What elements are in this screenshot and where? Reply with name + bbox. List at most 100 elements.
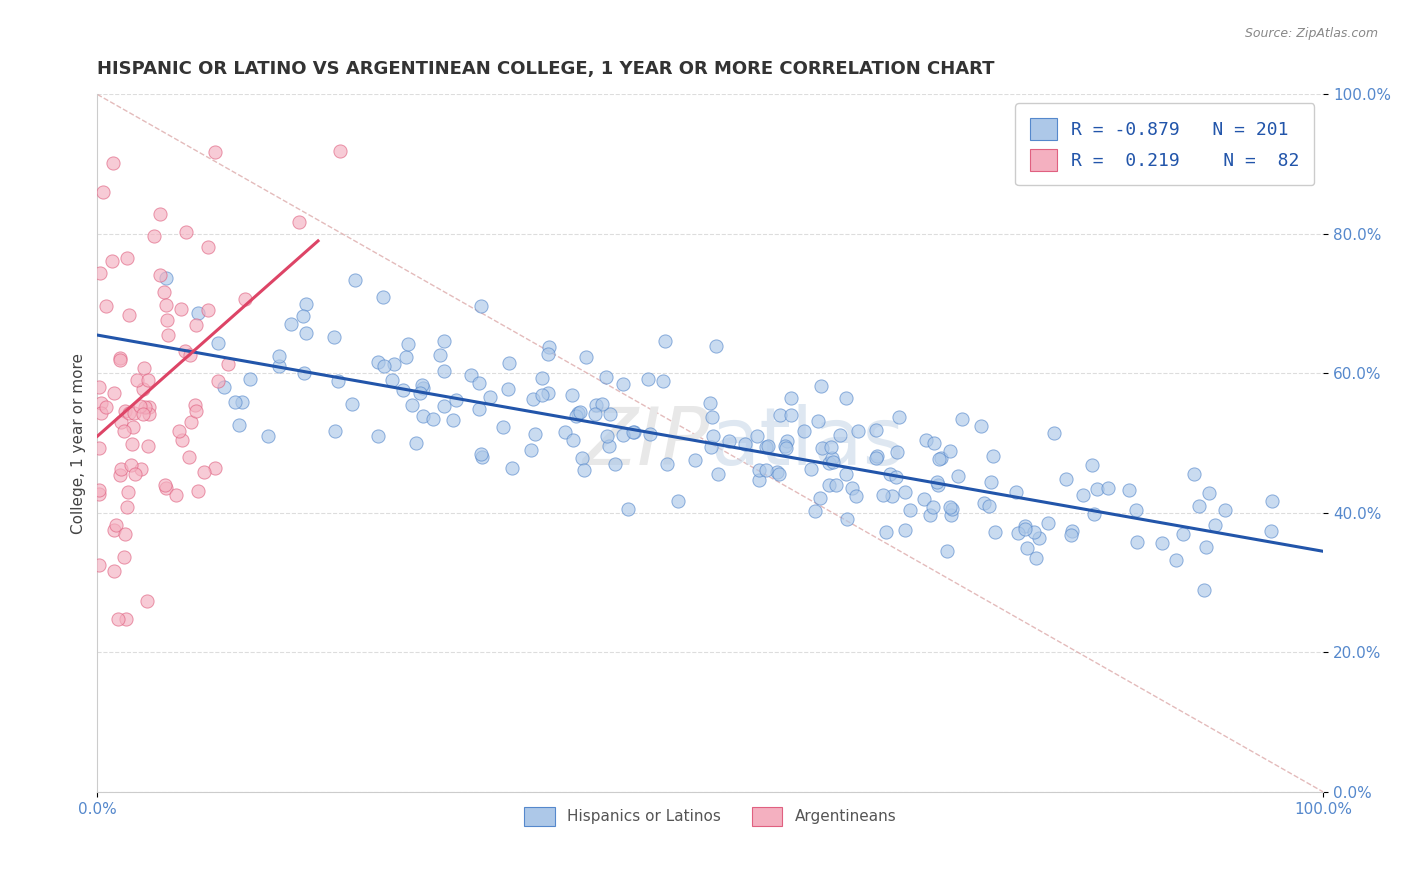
Point: [382, 357, 405, 371]
Point: [603, 457, 626, 471]
Point: [1126, 535, 1149, 549]
Point: [755, 463, 778, 477]
Point: [114, 612, 136, 626]
Point: [818, 478, 841, 492]
Point: [575, 351, 598, 365]
Point: [1164, 552, 1187, 566]
Point: [155, 271, 177, 285]
Point: [373, 359, 395, 373]
Point: [1007, 525, 1029, 540]
Point: [1195, 540, 1218, 554]
Point: [93, 185, 115, 199]
Point: [170, 433, 193, 447]
Point: [984, 524, 1007, 539]
Point: [845, 489, 868, 503]
Point: [371, 290, 394, 304]
Point: [187, 306, 209, 320]
Point: [1150, 535, 1173, 549]
Point: [973, 496, 995, 510]
Point: [810, 378, 832, 392]
Point: [793, 424, 815, 438]
Point: [969, 418, 991, 433]
Point: [103, 385, 125, 400]
Point: [1036, 516, 1059, 530]
Point: [1192, 582, 1215, 597]
Point: [207, 336, 229, 351]
Point: [561, 387, 583, 401]
Point: [808, 491, 831, 505]
Point: [1081, 458, 1104, 472]
Point: [108, 467, 131, 482]
Point: [941, 502, 963, 516]
Point: [174, 225, 197, 239]
Point: [754, 440, 776, 454]
Point: [800, 462, 823, 476]
Point: [103, 523, 125, 537]
Point: [239, 372, 262, 386]
Point: [396, 336, 419, 351]
Point: [132, 360, 155, 375]
Point: [884, 470, 907, 484]
Point: [775, 441, 797, 455]
Point: [912, 491, 935, 506]
Point: [585, 398, 607, 412]
Text: ZIP: ZIP: [583, 404, 710, 483]
Point: [595, 369, 617, 384]
Point: [132, 407, 155, 421]
Point: [470, 299, 492, 313]
Point: [835, 391, 858, 405]
Point: [183, 399, 205, 413]
Point: [699, 396, 721, 410]
Point: [536, 386, 558, 401]
Point: [138, 400, 160, 414]
Point: [395, 351, 418, 365]
Point: [768, 408, 790, 422]
Point: [1054, 472, 1077, 486]
Point: [1025, 550, 1047, 565]
Point: [429, 348, 451, 362]
Point: [591, 397, 613, 411]
Point: [623, 425, 645, 439]
Point: [598, 439, 620, 453]
Point: [149, 268, 172, 282]
Point: [865, 423, 887, 437]
Point: [170, 301, 193, 316]
Point: [115, 500, 138, 514]
Point: [87, 558, 110, 573]
Point: [112, 424, 135, 438]
Point: [880, 489, 903, 503]
Point: [1024, 525, 1046, 540]
Point: [280, 317, 302, 331]
Point: [391, 384, 413, 398]
Point: [155, 481, 177, 495]
Y-axis label: College, 1 year or more: College, 1 year or more: [72, 352, 86, 533]
Point: [915, 433, 938, 447]
Point: [134, 400, 156, 414]
Point: [522, 392, 544, 406]
Point: [381, 372, 404, 386]
Point: [89, 266, 111, 280]
Point: [734, 436, 756, 450]
Point: [1060, 528, 1083, 542]
Point: [918, 508, 941, 522]
Point: [980, 475, 1002, 490]
Point: [180, 416, 202, 430]
Point: [1014, 522, 1036, 536]
Point: [155, 298, 177, 312]
Point: [846, 425, 869, 439]
Point: [1042, 425, 1064, 440]
Point: [267, 349, 290, 363]
Point: [561, 434, 583, 448]
Point: [121, 458, 143, 473]
Point: [446, 392, 468, 407]
Point: [328, 374, 350, 388]
Point: [922, 435, 945, 450]
Point: [886, 445, 908, 459]
Point: [820, 440, 842, 454]
Point: [367, 429, 389, 443]
Point: [571, 451, 593, 466]
Point: [470, 447, 492, 461]
Point: [898, 503, 921, 517]
Point: [654, 334, 676, 348]
Point: [179, 450, 201, 464]
